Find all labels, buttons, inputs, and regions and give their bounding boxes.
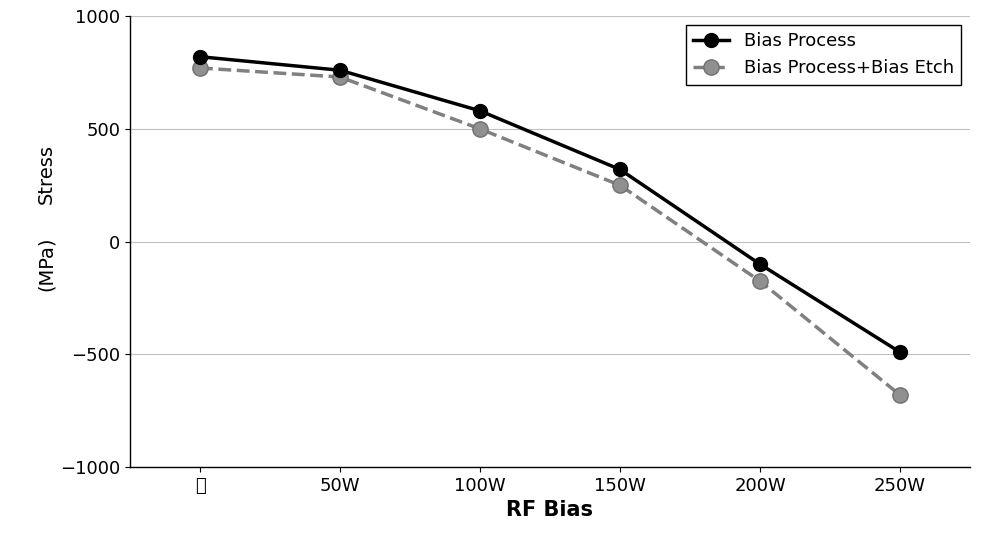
Bias Process+Bias Etch (614, 182, 626, 188)
Bias Process (334, 67, 346, 74)
Legend: Bias Process, Bias Process+Bias Etch: Bias Process, Bias Process+Bias Etch (686, 25, 961, 85)
Line: Bias Process+Bias Etch: Bias Process+Bias Etch (192, 60, 908, 403)
Bias Process (474, 107, 486, 114)
Bias Process+Bias Etch (334, 74, 346, 80)
Bias Process (894, 349, 906, 355)
Bias Process+Bias Etch (894, 392, 906, 398)
Bias Process (194, 54, 206, 60)
Text: (MPa): (MPa) (36, 237, 56, 292)
Text: Stress: Stress (36, 144, 56, 204)
Line: Bias Process: Bias Process (193, 50, 907, 359)
Bias Process+Bias Etch (754, 278, 766, 284)
Bias Process (614, 166, 626, 173)
Bias Process+Bias Etch (474, 126, 486, 132)
X-axis label: RF Bias: RF Bias (507, 500, 594, 520)
Bias Process (754, 261, 766, 267)
Bias Process+Bias Etch (194, 65, 206, 71)
